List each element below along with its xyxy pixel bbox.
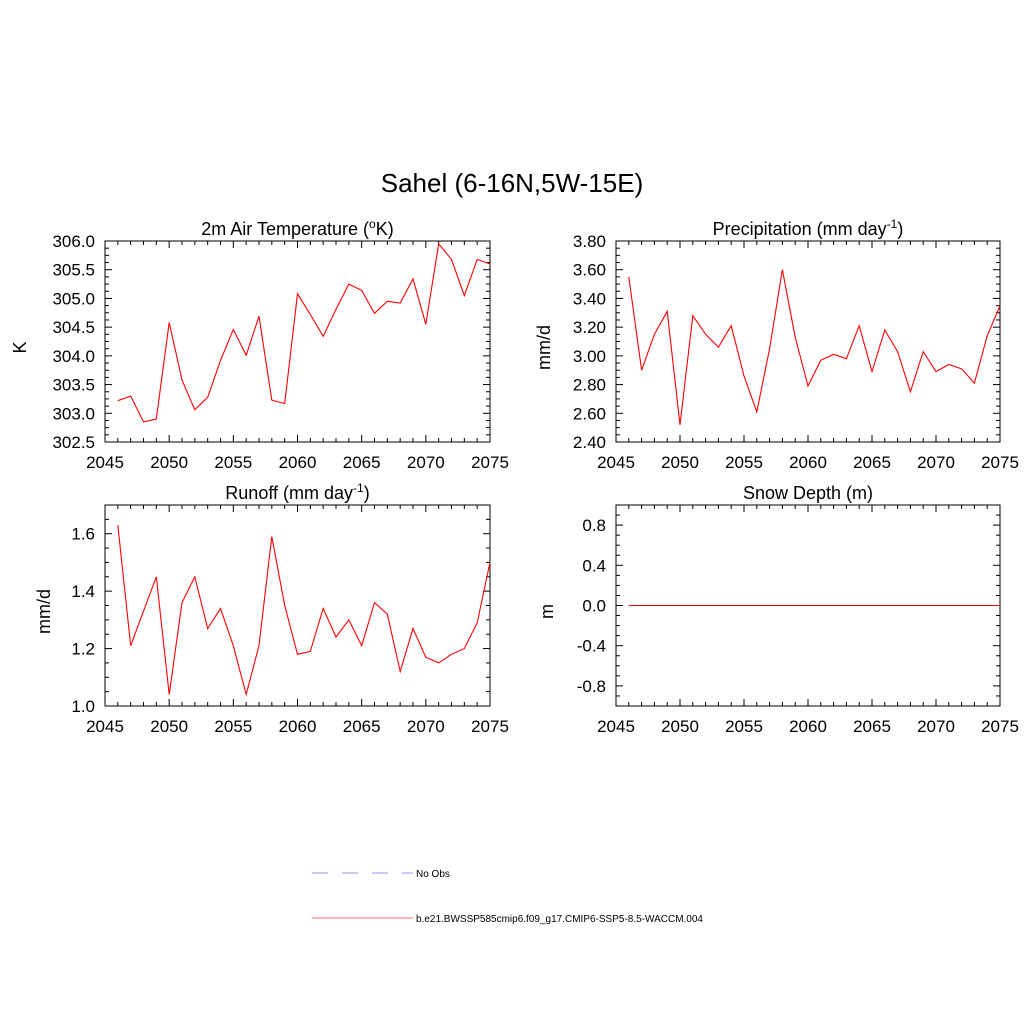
x-tick-label: 2050: [150, 453, 188, 472]
panel-title-superscript: o: [369, 217, 376, 231]
y-tick-label: 1.4: [71, 582, 95, 601]
legend: No Obs b.e21.BWSSP585cmip6.f09_g17.CMIP6-…: [312, 869, 703, 925]
x-tick-label: 2065: [853, 717, 891, 736]
y-tick-label: 302.5: [52, 433, 95, 452]
x-tick-label: 2045: [597, 453, 635, 472]
y-axis-label: mm/d: [34, 589, 54, 634]
y-tick-label: 0.4: [582, 556, 606, 575]
panel-title: Runoff (mm day-1): [225, 481, 369, 503]
x-tick-label: 2055: [725, 717, 763, 736]
panel-title-text: Precipitation (mm day: [713, 219, 887, 239]
panel-title-text: Runoff (mm day: [225, 483, 353, 503]
y-tick-label: 305.0: [52, 289, 95, 308]
panel-title-end: ): [364, 483, 370, 503]
y-tick-label: 2.60: [573, 404, 606, 423]
panel-title: Snow Depth (m): [743, 483, 873, 503]
panel-title: Precipitation (mm day-1): [713, 217, 904, 239]
y-tick-label: 1.0: [71, 697, 95, 716]
x-tick-label: 2050: [150, 717, 188, 736]
x-tick-label: 2070: [917, 717, 955, 736]
panel-title-text: 2m Air Temperature (: [201, 219, 369, 239]
y-tick-label: 3.40: [573, 289, 606, 308]
y-tick-label: 1.2: [71, 640, 95, 659]
x-tick-label: 2060: [279, 717, 317, 736]
panel-title-text: Snow Depth (m): [743, 483, 873, 503]
x-tick-label: 2075: [981, 717, 1019, 736]
x-tick-label: 2055: [725, 453, 763, 472]
y-tick-label: 0.0: [582, 597, 606, 616]
legend-label-1: No Obs: [416, 869, 450, 880]
plot-frame: [104, 240, 491, 443]
legend-label-2: b.e21.BWSSP585cmip6.f09_g17.CMIP6-SSP5-8…: [416, 914, 703, 925]
x-tick-label: 2055: [214, 717, 252, 736]
panel-4: 2045 2050 2055 2060 2065 2070 2075 -0.8 -0.4 0.0 0…: [537, 483, 1019, 736]
y-tick-label: 305.5: [52, 261, 95, 280]
panel-3: 2045 2050 2055 2060 2065 2070 2075 1.0 1.2 1.4 1.6…: [34, 481, 509, 736]
x-tick-label: 2065: [343, 717, 381, 736]
x-tick-label: 2045: [597, 717, 635, 736]
y-tick-label: 304.5: [52, 318, 95, 337]
x-tick-label: 2075: [471, 717, 509, 736]
y-tick-label: 3.20: [573, 318, 606, 337]
y-tick-label: -0.4: [577, 637, 606, 656]
panel-2: 2045 2050 2055 2060 2065 2070 2075 2.40 2.60 2.80…: [534, 217, 1019, 472]
series-line: [117, 242, 491, 423]
x-tick-label: 2060: [789, 717, 827, 736]
y-tick-label: 0.8: [582, 516, 606, 535]
x-tick-label: 2070: [407, 453, 445, 472]
x-tick-label: 2045: [86, 717, 124, 736]
plot-frame: [615, 240, 1001, 443]
x-tick-label: 2050: [661, 717, 699, 736]
figure-title: Sahel (6-16N,5W-15E): [380, 168, 644, 198]
y-tick-label: 304.0: [52, 347, 95, 366]
x-tick-label: 2065: [343, 453, 381, 472]
y-tick-label: 1.6: [71, 525, 95, 544]
series-line: [628, 269, 1001, 425]
y-axis-label: m: [537, 604, 557, 619]
panel-title: 2m Air Temperature (oK): [201, 217, 393, 239]
x-tick-label: 2075: [471, 453, 509, 472]
panel-title-end: ): [897, 219, 903, 239]
panel-title-superscript: -1: [887, 217, 898, 231]
panel-title-end: K): [376, 219, 394, 239]
y-axis-label: K: [10, 341, 30, 353]
y-tick-label: 306.0: [52, 232, 95, 251]
x-tick-label: 2065: [853, 453, 891, 472]
series-line: [117, 525, 491, 697]
y-tick-label: 303.0: [52, 404, 95, 423]
panel-title-superscript: -1: [353, 481, 364, 495]
y-tick-label: 3.00: [573, 347, 606, 366]
y-axis-label: mm/d: [534, 325, 554, 370]
plot-frame: [104, 504, 491, 707]
y-tick-label: -0.8: [577, 677, 606, 696]
x-tick-label: 2050: [661, 453, 699, 472]
x-tick-label: 2075: [981, 453, 1019, 472]
x-tick-label: 2060: [789, 453, 827, 472]
y-tick-label: 3.60: [573, 261, 606, 280]
x-tick-label: 2060: [279, 453, 317, 472]
x-tick-label: 2070: [917, 453, 955, 472]
y-tick-label: 2.40: [573, 433, 606, 452]
x-tick-label: 2055: [214, 453, 252, 472]
x-tick-label: 2070: [407, 717, 445, 736]
x-tick-label: 2045: [86, 453, 124, 472]
y-tick-label: 303.5: [52, 376, 95, 395]
y-tick-label: 2.80: [573, 376, 606, 395]
y-tick-label: 3.80: [573, 232, 606, 251]
panel-1: 2045 2050 2055 2060 2065 2070 2075 302.5 303.0 30…: [10, 217, 509, 472]
